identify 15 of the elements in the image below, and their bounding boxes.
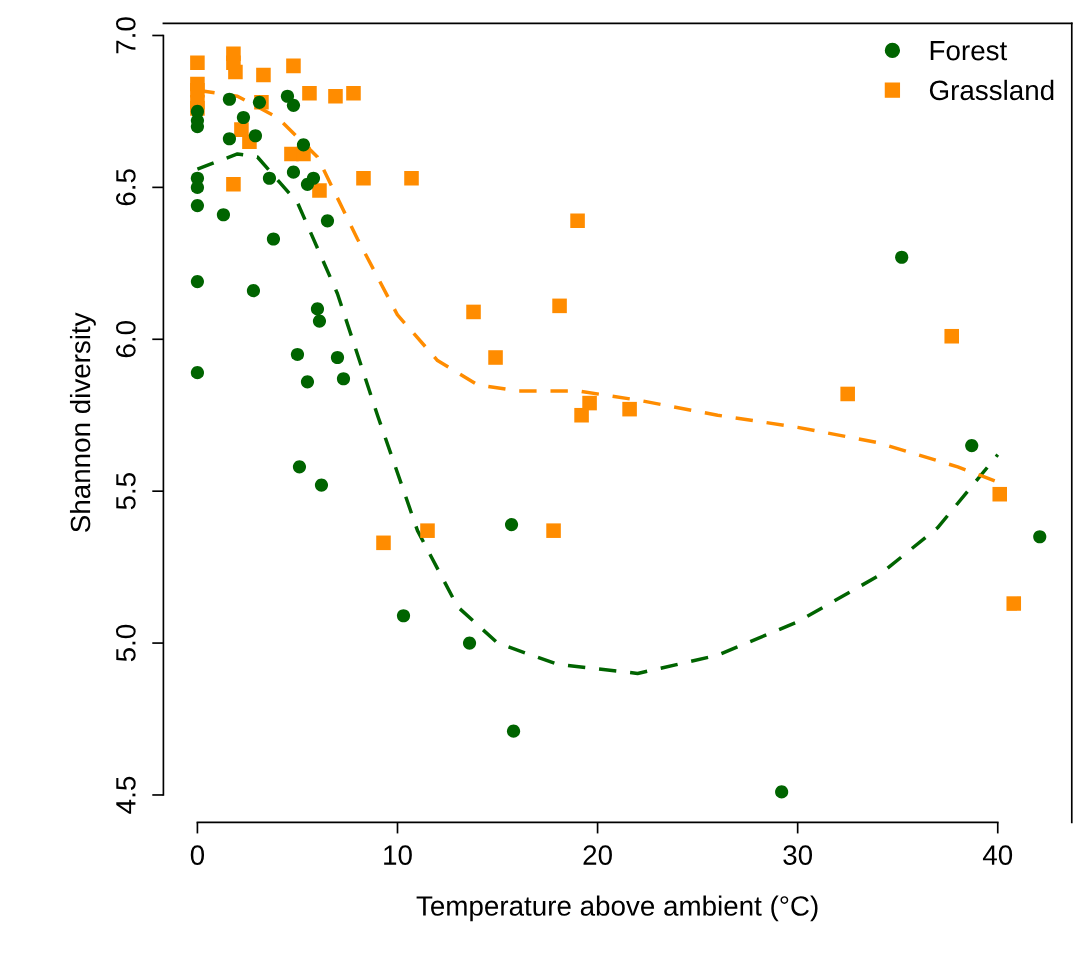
y-tick-label: 6.0: [116, 321, 136, 358]
y-axis-title: Shannon diversity: [69, 312, 96, 532]
legend-label: Forest: [930, 41, 1008, 61]
x-axis-title: Temperature above ambient (°C): [416, 895, 818, 922]
y-tick-label: 5.0: [116, 624, 136, 662]
x-tick-label: 40: [982, 845, 1013, 865]
y-tick-label: 4.5: [116, 776, 136, 814]
y-tick-label: 7.0: [116, 17, 136, 54]
y-tick-label: 6.5: [116, 169, 136, 206]
legend-label: Grassland: [929, 79, 1054, 101]
y-tick-label: 5.5: [116, 473, 136, 510]
x-tick-label: 20: [583, 845, 612, 865]
x-tick-label: 30: [783, 845, 813, 865]
x-tick-label: 0: [190, 845, 205, 865]
x-tick-label: 10: [384, 845, 412, 865]
